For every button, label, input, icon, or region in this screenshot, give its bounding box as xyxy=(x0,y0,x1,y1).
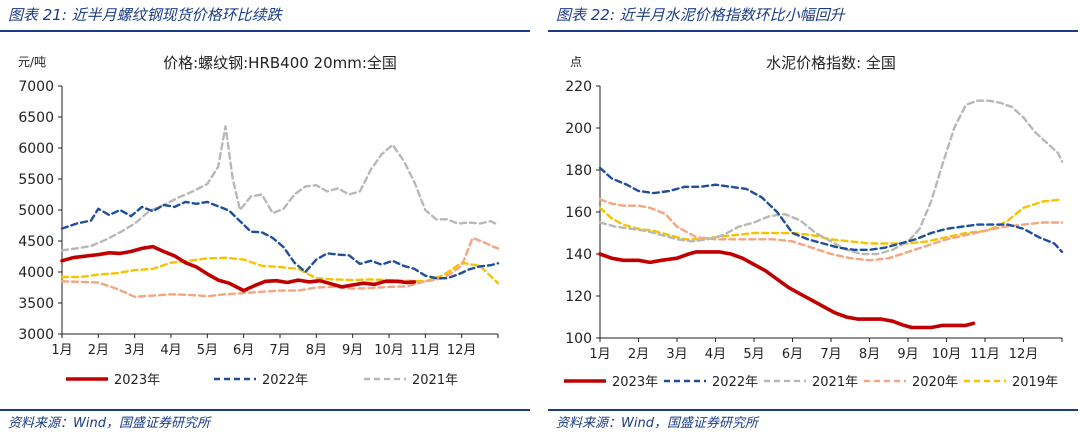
x-tick-label: 1月 xyxy=(51,343,72,358)
y-tick-label: 6000 xyxy=(18,141,54,157)
y-tick-label: 120 xyxy=(565,289,592,305)
x-tick-label: 4月 xyxy=(160,343,181,358)
right-source-note: 资料来源：Wind，国盛证券研究所 xyxy=(556,416,758,431)
left-source-note: 资料来源：Wind，国盛证券研究所 xyxy=(8,416,210,431)
right-chart-figure-title: 图表 22: 近半月水泥价格指数环比小幅回升 xyxy=(556,6,845,24)
x-tick-label: 1月 xyxy=(589,347,610,362)
x-tick-label: 11月 xyxy=(970,347,1000,362)
y-tick-label: 3000 xyxy=(18,327,54,343)
x-tick-label: 12月 xyxy=(447,343,477,358)
x-tick-label: 8月 xyxy=(306,343,327,358)
series-line-unnamed-3 xyxy=(60,236,500,298)
x-tick-label: 2月 xyxy=(88,343,109,358)
legend-label: 2023年 xyxy=(114,373,160,388)
series-line-2022 xyxy=(598,166,1064,254)
y-tick-label: 140 xyxy=(565,247,592,263)
right-bottom-rule xyxy=(548,409,1078,411)
y-tick-label: 100 xyxy=(565,331,592,347)
y-axis-unit-label: 点 xyxy=(570,55,582,69)
left-chart-panel: 图表 21: 近半月螺纹钢现货价格环比续跌 价格:螺纹钢:HRB400 20mm… xyxy=(0,0,530,434)
y-tick-label: 4500 xyxy=(18,234,54,250)
left-top-rule xyxy=(0,30,530,32)
x-tick-label: 9月 xyxy=(897,347,918,362)
y-tick-label: 220 xyxy=(565,79,592,95)
y-tick-label: 7000 xyxy=(18,79,54,95)
chart-title: 价格:螺纹钢:HRB400 20mm:全国 xyxy=(163,54,397,72)
series-line-2021 xyxy=(598,99,1064,256)
x-tick-label: 8月 xyxy=(859,347,880,362)
y-tick-label: 6500 xyxy=(18,110,54,126)
x-tick-label: 6月 xyxy=(233,343,254,358)
x-tick-label: 3月 xyxy=(666,347,687,362)
x-tick-label: 10月 xyxy=(374,343,404,358)
x-tick-label: 2月 xyxy=(628,347,649,362)
legend-label: 2021年 xyxy=(812,375,858,390)
x-tick-label: 6月 xyxy=(782,347,803,362)
y-tick-label: 180 xyxy=(565,163,592,179)
legend-label: 2020年 xyxy=(912,375,958,390)
chart-title: 水泥价格指数: 全国 xyxy=(766,54,896,72)
x-tick-label: 5月 xyxy=(197,343,218,358)
series-line-2023 xyxy=(60,244,417,293)
y-tick-label: 160 xyxy=(565,205,592,221)
y-axis-unit-label: 元/吨 xyxy=(18,55,46,69)
y-tick-label: 200 xyxy=(565,121,592,137)
x-tick-label: 11月 xyxy=(411,343,441,358)
left-bottom-rule xyxy=(0,409,530,411)
x-tick-label: 3月 xyxy=(124,343,145,358)
legend-label: 2021年 xyxy=(412,373,458,388)
x-tick-label: 12月 xyxy=(1009,347,1039,362)
legend-label: 2019年 xyxy=(1012,375,1058,390)
series-line-unnamed-4 xyxy=(60,256,500,285)
series-line-2023 xyxy=(598,250,976,330)
y-tick-label: 5000 xyxy=(18,203,54,219)
legend-label: 2022年 xyxy=(262,373,308,388)
x-tick-label: 4月 xyxy=(705,347,726,362)
x-tick-label: 9月 xyxy=(342,343,363,358)
y-tick-label: 5500 xyxy=(18,172,54,188)
legend-label: 2023年 xyxy=(612,375,658,390)
series-line-2021 xyxy=(60,125,500,252)
series-line-2020 xyxy=(598,198,1064,262)
x-tick-label: 5月 xyxy=(743,347,764,362)
steel-price-chart: 价格:螺纹钢:HRB400 20mm:全国 元/吨 3000 3500 4000 4500… xyxy=(18,54,500,388)
x-tick-label: 7月 xyxy=(269,343,290,358)
cement-index-chart: 水泥价格指数: 全国 点 100 120 140 160 180 200 220 1月 2月 3月 4月… xyxy=(564,54,1064,390)
right-top-rule xyxy=(548,30,1078,32)
x-tick-label: 7月 xyxy=(820,347,841,362)
x-tick-label: 10月 xyxy=(932,347,962,362)
right-chart-panel: 图表 22: 近半月水泥价格指数环比小幅回升 水泥价格指数: 全国 点 100 120… xyxy=(548,0,1078,434)
left-chart-figure-title: 图表 21: 近半月螺纹钢现货价格环比续跌 xyxy=(8,6,282,24)
y-tick-label: 3500 xyxy=(18,296,54,312)
legend-label: 2022年 xyxy=(712,375,758,390)
series-line-2022 xyxy=(60,200,500,280)
y-tick-label: 4000 xyxy=(18,265,54,281)
